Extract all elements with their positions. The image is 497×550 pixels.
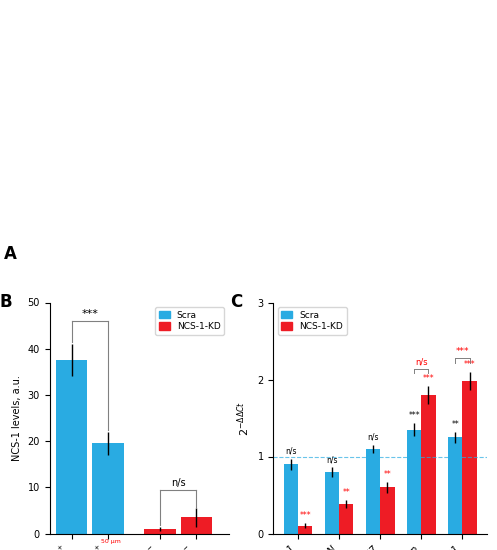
Text: n/s: n/s [415,358,427,366]
Text: NeuN: NeuN [350,268,369,274]
Text: ***: *** [409,411,420,420]
Bar [92,443,124,534]
Legend: Scra, NCS-1-KD: Scra, NCS-1-KD [278,307,347,335]
Bar [366,449,380,534]
Text: Merge: Merge [472,268,493,274]
Text: NCS-1-KD: NCS-1-KD [4,411,41,420]
Y-axis label: 2$^{-ΔΔCt}$: 2$^{-ΔΔCt}$ [235,400,252,436]
Text: n/s: n/s [285,447,297,456]
Text: A: A [4,245,17,262]
Text: n/s: n/s [171,478,185,488]
Text: 50 µm: 50 µm [101,397,121,402]
Text: ***: *** [456,346,469,356]
Bar [462,381,477,534]
Text: Merge: Merge [472,411,493,417]
Text: C: C [231,293,243,311]
Bar [56,360,87,534]
Bar [325,472,339,534]
Text: NeuN: NeuN [350,411,369,417]
Bar [380,487,395,534]
Text: **: ** [384,470,391,479]
Bar [298,526,313,534]
Text: B: B [0,293,12,311]
Text: **: ** [451,420,459,429]
Text: n/s: n/s [367,433,379,442]
Y-axis label: NCS-1 levels, a.u.: NCS-1 levels, a.u. [12,375,22,461]
Text: GAD65/67: GAD65/67 [209,268,245,274]
Bar [448,437,462,534]
Text: n/s: n/s [326,455,337,464]
Text: ***: *** [422,373,434,383]
Text: **: ** [342,488,350,497]
Bar [144,529,175,534]
Bar [284,464,298,534]
Text: ***: *** [299,512,311,520]
Text: ***: *** [82,309,98,319]
Text: NCS-1: NCS-1 [99,411,121,417]
Text: Scra: Scra [4,268,20,277]
Text: 50 µm: 50 µm [101,540,121,544]
Legend: Scra, NCS-1-KD: Scra, NCS-1-KD [155,307,224,335]
Bar [181,518,212,534]
Bar [339,504,353,534]
Text: ***: *** [464,360,476,368]
Bar [421,395,436,534]
Bar [407,430,421,534]
Text: GAD65/67: GAD65/67 [209,411,245,417]
Text: NCS-1: NCS-1 [99,268,121,274]
